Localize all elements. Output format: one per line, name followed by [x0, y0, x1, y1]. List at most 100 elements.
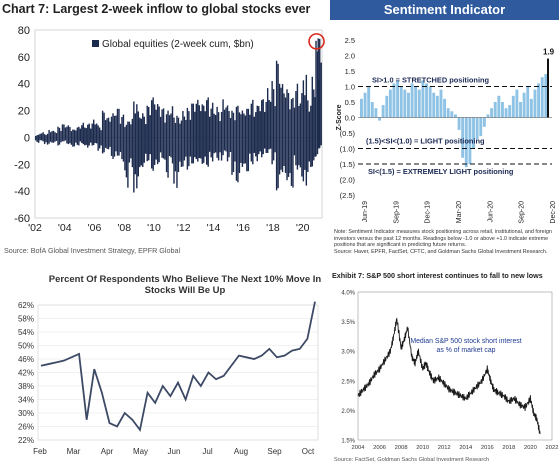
data-bar	[46, 133, 49, 145]
data-bar	[137, 111, 140, 177]
data-bar	[222, 99, 224, 156]
chart-source: Source: BofA Global Investment Strategy,…	[4, 246, 181, 255]
y-tick-label: 40	[18, 79, 30, 91]
y-tick-label: 22%	[18, 436, 34, 445]
data-bar	[360, 98, 363, 118]
x-tick-label: 2006	[373, 445, 386, 451]
y-tick-label: 46%	[18, 355, 34, 364]
data-bar	[277, 63, 279, 189]
data-bar	[278, 83, 281, 175]
y-tick-label: (1.5)	[340, 160, 356, 169]
data-bar	[439, 89, 443, 118]
data-bar	[223, 109, 226, 151]
data-bar	[142, 113, 144, 167]
y-tick-label: 1.5%	[341, 439, 355, 445]
data-bar	[435, 95, 439, 118]
data-bar	[207, 97, 209, 167]
data-bar	[479, 117, 483, 137]
data-bar	[526, 86, 530, 118]
data-bar	[150, 100, 153, 169]
data-bar	[134, 113, 137, 175]
data-bar	[403, 89, 407, 118]
x-tick-label: Feb	[33, 447, 47, 456]
data-bar	[256, 105, 258, 162]
data-bar	[189, 119, 192, 157]
data-bar	[284, 97, 287, 173]
data-bar	[396, 80, 400, 118]
data-bar	[289, 109, 291, 174]
data-bar	[493, 102, 497, 118]
data-bar	[269, 101, 272, 149]
y-tick-label: 34%	[18, 396, 34, 405]
x-tick-label: 2020	[524, 445, 537, 451]
data-bar	[272, 89, 275, 161]
data-bar	[529, 98, 533, 118]
data-bar	[271, 81, 273, 165]
y-axis-label: Z-Score	[336, 104, 343, 130]
data-bar	[125, 124, 128, 178]
data-bar	[165, 114, 168, 173]
data-bar	[101, 110, 104, 154]
data-bar	[35, 135, 37, 141]
y-tick-label: 2.5	[345, 36, 355, 45]
data-bar	[464, 117, 468, 168]
data-bar	[90, 128, 92, 143]
y-tick-label: 60	[18, 52, 30, 64]
data-bar	[544, 74, 548, 118]
data-bar	[374, 108, 378, 118]
legend-label: Global equities (2-week cum, $bn)	[102, 39, 254, 50]
data-bar	[78, 126, 80, 146]
data-bar	[497, 95, 501, 118]
data-bar	[540, 77, 544, 118]
data-bar	[140, 118, 142, 166]
data-bar	[37, 134, 40, 143]
data-bar	[103, 112, 105, 153]
data-bar	[76, 127, 79, 145]
data-bar	[61, 124, 64, 142]
data-bar	[97, 125, 99, 151]
x-tick-label: Jun-20	[487, 201, 494, 223]
data-bar	[67, 125, 70, 145]
data-bar	[195, 103, 198, 160]
y-tick-label: 0	[24, 132, 30, 144]
data-bar	[66, 126, 68, 144]
y-tick-label: -20	[14, 159, 30, 171]
data-bar	[231, 110, 233, 175]
data-bar	[293, 107, 296, 156]
data-bar	[428, 86, 432, 118]
chart-note: Note: Sentiment Indicator measures stock…	[334, 229, 556, 255]
x-tick-label: '20	[296, 222, 310, 234]
data-bar	[107, 117, 110, 150]
y-tick-label: 2.0%	[341, 409, 355, 415]
y-tick-label: 30%	[18, 409, 34, 418]
x-tick-label: May	[133, 447, 148, 456]
x-tick-label: '14	[207, 222, 221, 234]
data-bar	[98, 127, 101, 149]
plot-frame	[34, 29, 323, 219]
data-bar	[220, 111, 223, 161]
data-bar	[42, 132, 44, 142]
y-tick-label: 42%	[18, 369, 34, 378]
data-bar	[299, 103, 302, 168]
y-tick-label: (1.0)	[340, 145, 356, 154]
data-bar	[36, 135, 38, 143]
data-bar	[302, 80, 305, 182]
data-bar	[311, 76, 313, 167]
x-tick-label: '12	[177, 222, 191, 234]
data-bar	[454, 114, 457, 118]
x-tick-label: '16	[236, 222, 250, 234]
x-tick-label: Apr	[101, 447, 114, 456]
x-tick-label: '04	[58, 222, 72, 234]
data-bar	[206, 100, 208, 165]
y-tick-label: 3.0%	[341, 350, 355, 356]
chart-title: Percent Of Respondents Who Believe The N…	[48, 274, 322, 296]
data-bar	[262, 99, 264, 155]
chart-annotation: Median S&P 500 stock short interest as %…	[410, 338, 522, 354]
y-tick-label: -40	[14, 186, 30, 198]
data-bar	[177, 117, 180, 173]
data-bar	[118, 108, 120, 156]
y-tick-label: 2.5%	[341, 379, 355, 385]
data-bar	[127, 121, 129, 188]
data-bar	[139, 117, 141, 168]
y-tick-label: 58%	[18, 315, 34, 324]
